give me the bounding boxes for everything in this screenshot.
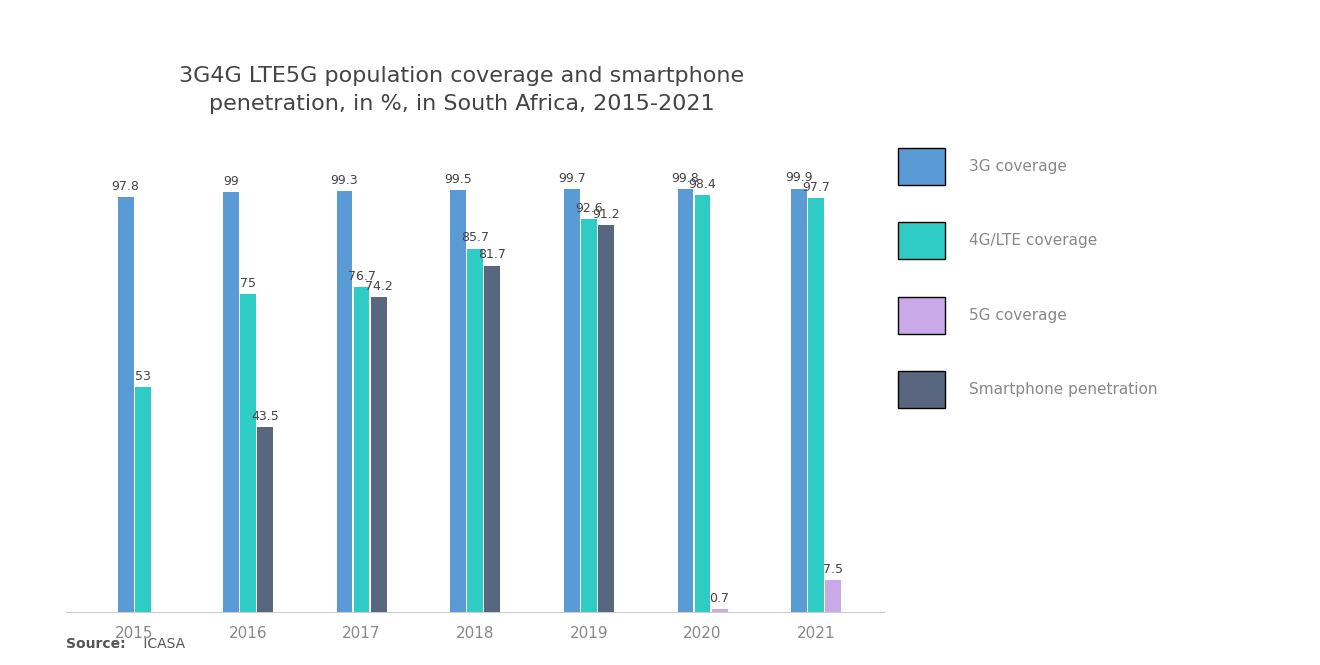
Text: 4G/LTE coverage: 4G/LTE coverage [969,233,1097,248]
Text: 7.5: 7.5 [824,563,843,576]
Bar [677,189,693,612]
Bar [117,198,133,612]
Text: 98.4: 98.4 [689,178,717,191]
Bar [808,198,824,612]
Text: 99: 99 [223,175,239,188]
Text: 99.3: 99.3 [331,174,358,187]
Bar [598,225,614,612]
Text: 3G4G LTE5G population coverage and smartphone
penetration, in %, in South Africa: 3G4G LTE5G population coverage and smart… [180,66,744,114]
Bar [371,297,387,612]
Text: 99.5: 99.5 [445,173,473,186]
Bar [257,428,273,612]
Bar [223,192,239,612]
Text: 3G coverage: 3G coverage [969,159,1067,174]
Text: 99.7: 99.7 [558,172,586,185]
Bar [450,190,466,612]
Text: 97.8: 97.8 [112,180,140,193]
Text: 43.5: 43.5 [251,410,279,423]
FancyBboxPatch shape [898,297,945,334]
Bar [581,219,597,612]
Bar [825,580,841,612]
Text: Smartphone penetration: Smartphone penetration [969,382,1158,397]
FancyBboxPatch shape [898,222,945,259]
Text: 74.2: 74.2 [364,280,392,293]
Text: 53: 53 [135,370,150,383]
Text: 76.7: 76.7 [347,269,375,283]
Text: Source:: Source: [66,637,125,652]
FancyBboxPatch shape [898,148,945,185]
Bar [711,609,727,612]
Text: 97.7: 97.7 [803,181,830,194]
Text: 5G coverage: 5G coverage [969,308,1067,323]
Text: 91.2: 91.2 [593,208,619,221]
Text: 81.7: 81.7 [478,249,506,261]
Bar [694,195,710,612]
Bar [240,294,256,612]
Bar [564,190,579,612]
Bar [467,249,483,612]
Text: 99.9: 99.9 [785,172,813,184]
FancyBboxPatch shape [898,371,945,408]
Text: 92.6: 92.6 [576,202,603,215]
Text: ICASA: ICASA [139,637,185,652]
Bar [337,191,352,612]
Text: 99.8: 99.8 [672,172,700,185]
Bar [484,265,500,612]
Bar [135,387,150,612]
Text: 0.7: 0.7 [710,592,730,604]
Text: 75: 75 [240,277,256,290]
Text: 85.7: 85.7 [461,231,490,245]
Bar [791,188,807,612]
Bar [354,287,370,612]
